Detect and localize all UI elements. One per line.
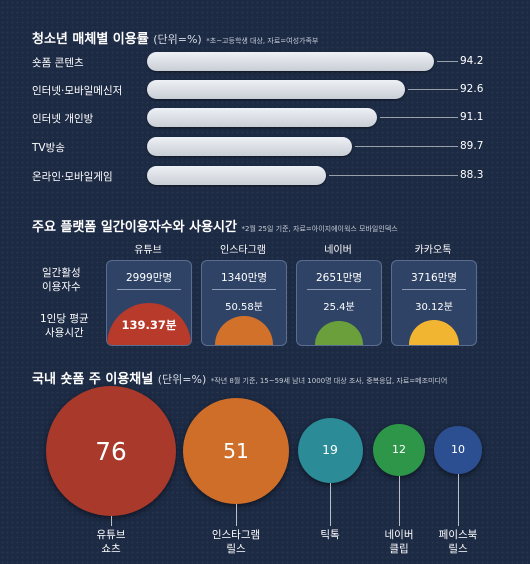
bar-value: 94.2	[460, 55, 484, 67]
bubble: 12	[373, 424, 425, 476]
card-divider	[307, 289, 371, 290]
bar-label: 인터넷 개인방	[32, 113, 94, 125]
bar-value: 91.1	[460, 111, 484, 123]
card-divider	[212, 289, 276, 290]
bar	[147, 137, 352, 156]
platform-name: 네이버	[324, 245, 352, 256]
daily-users: 1340만명	[220, 272, 268, 284]
row-label-users: 일간활성 이용자수	[42, 267, 81, 293]
daily-users: 2999만명	[125, 272, 173, 284]
bubble-label: 유튜브 쇼츠	[96, 529, 126, 555]
bubble: 10	[434, 426, 482, 474]
section1-title: 청소년 매체별 이용률 (단위=%) *초~고등학생 대상, 자료=여성가족부	[32, 32, 319, 47]
bubble-stem	[111, 516, 112, 526]
bubble-value: 12	[391, 443, 406, 457]
platform-name: 인스타그램	[220, 245, 266, 256]
bubble-value: 76	[95, 436, 127, 466]
bar-leader-line	[328, 175, 458, 176]
usage-time-semicircle	[409, 320, 459, 345]
platform-card: 2651만명 25.4분	[296, 260, 382, 346]
row-label-time: 1인당 평균 사용시간	[40, 313, 89, 339]
bar-label: 온라인·모바일게임	[32, 171, 113, 183]
section3-title: 국내 숏폼 주 이용채널 (단위=%) *작년 8월 기준, 15~59세 남녀…	[32, 372, 448, 387]
bar	[147, 166, 326, 185]
bubble: 51	[182, 397, 290, 505]
usage-time: 139.37분	[121, 318, 177, 332]
bar-label: 숏폼 콘텐츠	[32, 57, 84, 69]
platform-name: 카카오톡	[414, 245, 452, 256]
bar-value: 89.7	[460, 140, 484, 152]
bar-label: TV방송	[32, 142, 65, 154]
bar	[147, 108, 378, 127]
daily-users: 3716만명	[410, 272, 458, 284]
platform-name: 유튜브	[134, 245, 162, 256]
usage-time-semicircle	[214, 315, 274, 345]
bubble-stem	[458, 473, 459, 526]
bubble-label: 페이스북 릴스	[438, 529, 478, 555]
bubble-stem	[330, 482, 331, 526]
usage-time: 50.58분	[225, 302, 263, 313]
usage-time-semicircle	[315, 321, 363, 345]
bar-leader-line	[354, 146, 458, 147]
bar-value: 88.3	[460, 169, 484, 181]
card-divider	[402, 289, 466, 290]
bar-label: 인터넷·모바일메신저	[32, 85, 123, 97]
bubble-label: 인스타그램 릴스	[211, 529, 261, 555]
bubble: 76	[46, 386, 176, 516]
platform-card: 2999만명 139.37분	[106, 260, 192, 346]
bubble-value: 51	[223, 438, 249, 463]
bar-leader-line	[437, 61, 458, 62]
bar	[147, 80, 405, 99]
usage-time: 25.4분	[323, 302, 355, 313]
usage-time: 30.12분	[415, 302, 453, 313]
platform-card: 1340만명 50.58분	[201, 260, 287, 346]
bubble-value: 10	[450, 443, 465, 457]
bar-leader-line	[380, 117, 458, 118]
bar-leader-line	[407, 89, 458, 90]
bubble: 19	[297, 417, 363, 483]
bubble-stem	[236, 504, 237, 526]
platform-card: 3716만명 30.12분	[391, 260, 477, 346]
daily-users: 2651만명	[315, 272, 363, 284]
bubble-stem	[399, 475, 400, 526]
bubble-label: 틱톡	[320, 529, 340, 541]
bubble-label: 네이버 클립	[384, 529, 414, 555]
section2-title: 주요 플랫폼 일간이용자수와 사용시간 *2월 25일 기준, 자료=아이지에이…	[32, 220, 398, 235]
bubble-value: 19	[322, 443, 338, 457]
card-divider	[117, 289, 181, 290]
bar	[147, 52, 434, 71]
bar-value: 92.6	[460, 83, 484, 95]
